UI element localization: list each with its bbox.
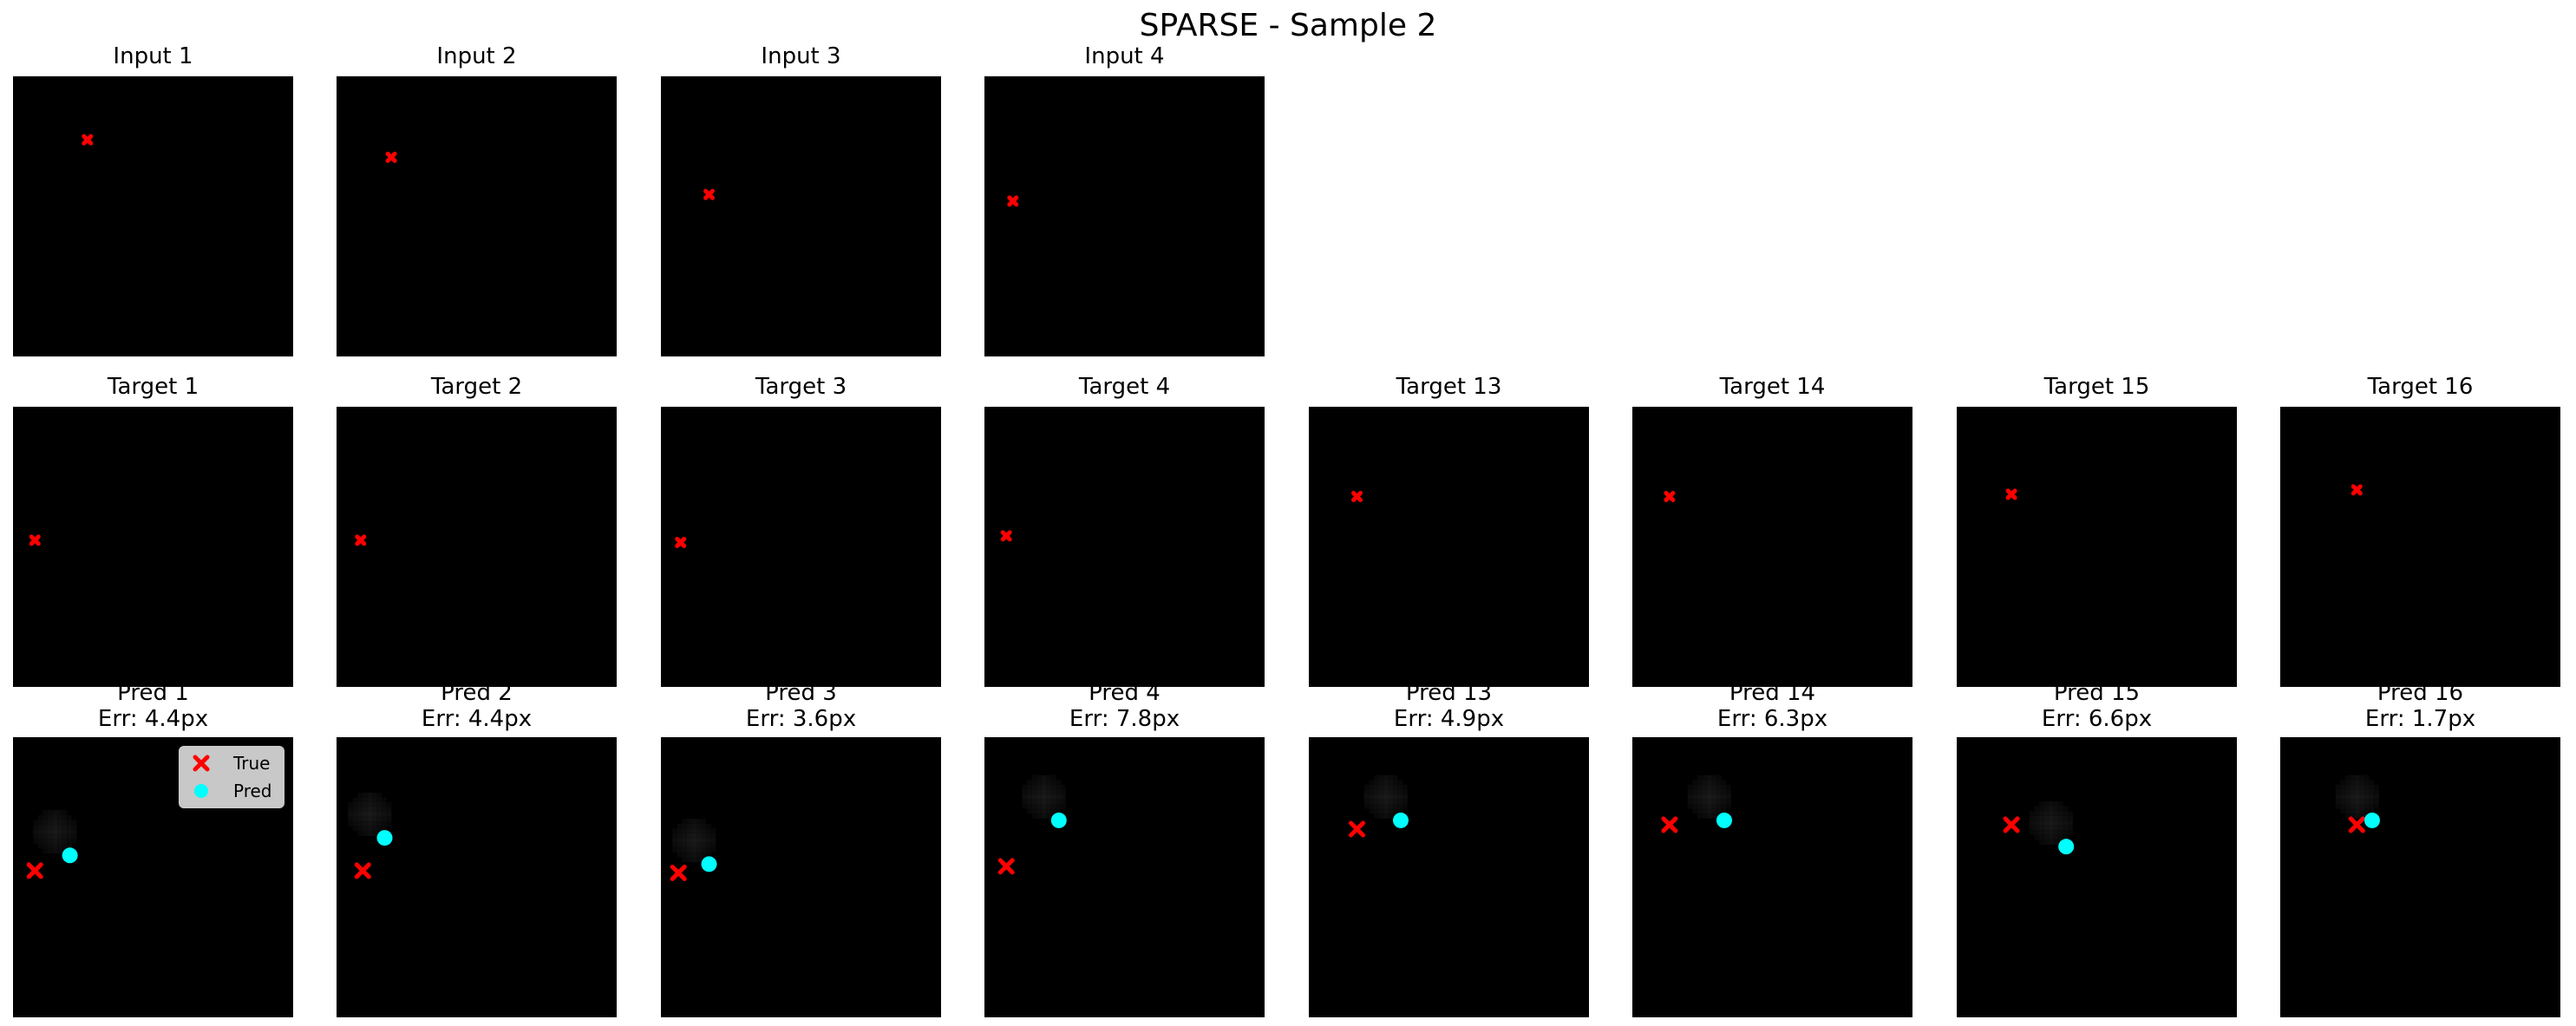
pred-panel (337, 737, 617, 1017)
pred-heatmap (2029, 801, 2073, 845)
input-title: Input 1 (113, 43, 193, 69)
pred-title: Pred 16 (2377, 680, 2464, 706)
pred-heatmap (1022, 774, 1066, 819)
legend-dot-icon (194, 784, 208, 798)
target-true-marker (1000, 530, 1012, 542)
pred-true-marker (354, 862, 371, 879)
target-true-marker (675, 536, 687, 548)
input-title: Input 2 (436, 43, 517, 69)
input-true-marker (1007, 195, 1019, 207)
input-title: Input 3 (761, 43, 841, 69)
pred-marker (62, 847, 78, 864)
pred-heatmap (672, 819, 716, 863)
input-title: Input 4 (1084, 43, 1165, 69)
target-panel (661, 407, 941, 687)
pred-title: Pred 4 (1089, 680, 1161, 706)
target-true-marker (29, 534, 41, 546)
target-true-marker (2350, 484, 2363, 496)
legend-item-pred: Pred (180, 778, 284, 804)
pred-marker (2058, 839, 2075, 855)
input-true-marker (385, 151, 397, 163)
target-true-marker (1351, 490, 1363, 502)
pred-title: Pred 2 (441, 680, 513, 706)
pred-panel (1957, 737, 2237, 1017)
pred-true-marker (1661, 816, 1678, 833)
target-title: Target 16 (2367, 374, 2474, 400)
target-true-marker (355, 534, 367, 546)
pred-true-marker (997, 858, 1015, 875)
target-panel (1957, 407, 2237, 687)
input-true-marker (82, 134, 94, 146)
pred-heatmap (2335, 774, 2379, 819)
target-panel (2280, 407, 2560, 687)
pred-error: Err: 4.4px (421, 706, 533, 732)
pred-true-marker (670, 864, 687, 881)
target-title: Target 13 (1396, 374, 1502, 400)
pred-true-marker (2348, 816, 2365, 833)
pred-panel (2280, 737, 2560, 1017)
pred-marker (376, 830, 393, 846)
target-panel (984, 407, 1265, 687)
pred-error: Err: 7.8px (1069, 706, 1180, 732)
pred-panel (984, 737, 1265, 1017)
pred-marker (1050, 812, 1067, 828)
pred-true-marker (2003, 816, 2020, 833)
target-true-marker (1664, 490, 1676, 502)
legend: True Pred (179, 746, 284, 808)
legend-cross-icon (193, 755, 210, 772)
target-panel (337, 407, 617, 687)
target-panel (1632, 407, 1912, 687)
legend-label: Pred (233, 781, 272, 801)
pred-marker (2364, 812, 2380, 828)
target-title: Target 4 (1078, 374, 1171, 400)
target-title: Target 15 (2043, 374, 2150, 400)
target-panel (13, 407, 293, 687)
input-true-marker (703, 188, 716, 200)
pred-marker (1392, 812, 1409, 828)
pred-true-marker (26, 862, 43, 879)
pred-title: Pred 14 (1729, 680, 1816, 706)
pred-title: Pred 3 (765, 680, 837, 706)
pred-heatmap (1687, 774, 1731, 819)
pred-title: Pred 13 (1405, 680, 1493, 706)
pred-error: Err: 4.4px (97, 706, 209, 732)
target-true-marker (2005, 488, 2017, 500)
pred-error: Err: 4.9px (1393, 706, 1505, 732)
pred-marker (1716, 812, 1732, 828)
target-title: Target 14 (1719, 374, 1826, 400)
pred-error: Err: 1.7px (2364, 706, 2476, 732)
pred-panel (1632, 737, 1912, 1017)
pred-error: Err: 6.6px (2041, 706, 2153, 732)
pred-panel (1309, 737, 1589, 1017)
legend-label: True (233, 753, 271, 774)
pred-panel: True Pred (13, 737, 293, 1017)
pred-heatmap (33, 810, 77, 854)
target-title: Target 1 (107, 374, 199, 400)
input-panel (661, 76, 941, 356)
target-title: Target 2 (430, 374, 523, 400)
pred-heatmap (348, 792, 392, 836)
input-panel (337, 76, 617, 356)
pred-title: Pred 1 (117, 680, 189, 706)
figure-title: SPARSE - Sample 2 (1139, 8, 1437, 43)
pred-title: Pred 15 (2053, 680, 2141, 706)
target-title: Target 3 (755, 374, 847, 400)
pred-marker (701, 856, 717, 872)
pred-panel (661, 737, 941, 1017)
pred-error: Err: 6.3px (1716, 706, 1828, 732)
legend-item-true: True (180, 750, 284, 776)
target-panel (1309, 407, 1589, 687)
pred-error: Err: 3.6px (745, 706, 857, 732)
pred-heatmap (1363, 774, 1408, 819)
pred-true-marker (1349, 820, 1366, 838)
input-panel (13, 76, 293, 356)
input-panel (984, 76, 1265, 356)
